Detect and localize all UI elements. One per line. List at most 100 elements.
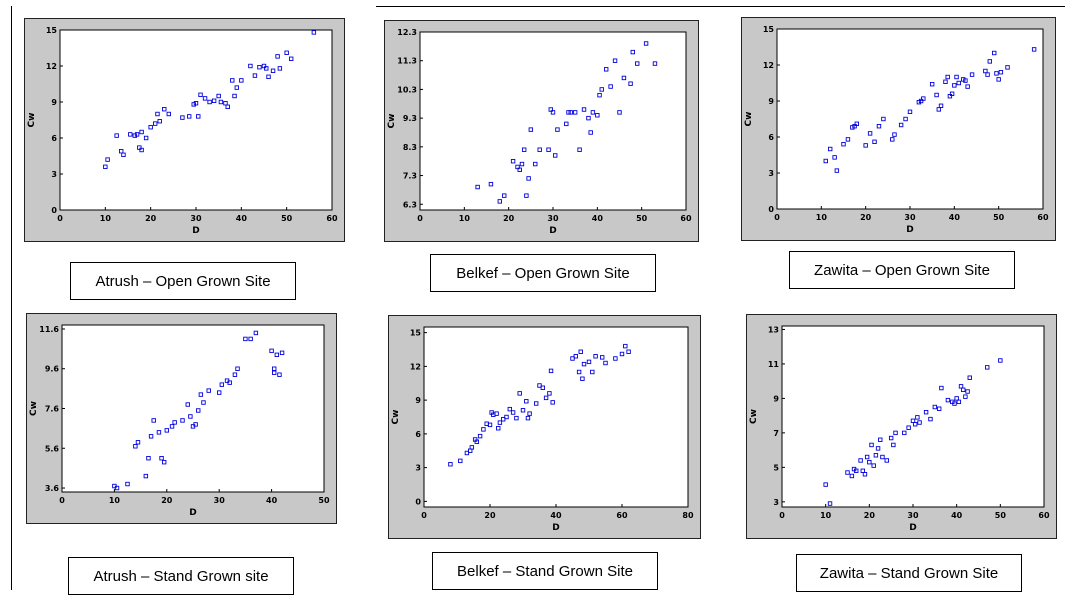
data-point xyxy=(448,462,453,467)
chart-panel-atrush-open: 0 10 20 30 40 50 60 0 3 6 9 12 15 D Cw xyxy=(24,18,345,242)
data-point xyxy=(915,415,920,420)
data-point xyxy=(652,61,658,66)
data-point xyxy=(832,155,837,160)
data-point xyxy=(464,450,470,456)
y-tick-label: 12.3 xyxy=(397,28,417,37)
data-point xyxy=(956,80,961,86)
data-point xyxy=(193,422,198,427)
y-tick-label: 7 xyxy=(773,429,779,438)
y-axis-label: Cw xyxy=(27,113,37,128)
x-axis-label: D xyxy=(192,226,199,236)
data-point xyxy=(599,355,605,360)
caption-atrush-stand: Atrush – Stand Grown site xyxy=(68,557,294,595)
data-point xyxy=(827,501,833,506)
data-point xyxy=(965,84,970,89)
data-point xyxy=(114,133,119,138)
data-point xyxy=(963,394,968,399)
y-tick-label: 6 xyxy=(51,134,57,143)
data-point xyxy=(135,440,141,445)
data-point xyxy=(248,63,253,69)
data-point xyxy=(599,87,604,92)
data-point xyxy=(198,392,204,397)
x-tick-label: 20 xyxy=(161,496,173,505)
data-point xyxy=(166,111,172,117)
data-point xyxy=(543,395,549,401)
y-tick-label: 9.3 xyxy=(403,114,417,123)
data-point xyxy=(576,369,582,375)
x-tick-label: 50 xyxy=(995,511,1007,520)
x-tick-label: 10 xyxy=(100,214,112,223)
frame-left-line xyxy=(11,6,12,590)
data-point xyxy=(613,356,618,361)
data-point xyxy=(227,380,232,385)
x-tick-label: 10 xyxy=(820,511,832,520)
data-point xyxy=(947,93,953,99)
data-point xyxy=(546,147,551,152)
data-point xyxy=(186,114,192,119)
data-point xyxy=(162,106,167,112)
data-point xyxy=(932,404,938,410)
data-point xyxy=(581,361,587,367)
data-point xyxy=(864,454,870,460)
data-point xyxy=(949,91,955,97)
x-tick-label: 60 xyxy=(1037,213,1049,222)
y-axis-label: Cw xyxy=(29,401,39,416)
plot-area xyxy=(61,324,325,493)
data-point xyxy=(519,161,525,167)
chart-panel-atrush-stand: 0 10 20 30 40 50 3.6 5.6 7.6 9.6 11.6 D Cw xyxy=(26,313,337,524)
x-tick-label: 50 xyxy=(636,214,648,223)
data-point xyxy=(862,472,868,477)
data-point xyxy=(277,372,282,377)
data-point xyxy=(566,110,571,115)
data-point xyxy=(938,103,944,109)
data-point xyxy=(873,453,879,458)
data-point xyxy=(572,110,578,115)
data-point xyxy=(952,83,957,88)
data-point xyxy=(266,74,271,79)
data-point xyxy=(185,402,190,407)
data-point xyxy=(590,110,596,115)
data-point xyxy=(945,74,950,80)
y-tick-label: 3 xyxy=(773,498,779,507)
data-point xyxy=(211,98,217,104)
data-point xyxy=(573,354,579,359)
data-point xyxy=(626,349,631,354)
data-point xyxy=(196,408,201,413)
x-tick-label: 10 xyxy=(459,214,471,223)
data-point xyxy=(961,387,966,392)
y-tick-label: 3 xyxy=(51,170,57,179)
scatter-plot: 0 20 40 60 80 0 3 6 9 12 15 D Cw xyxy=(391,326,694,533)
data-point xyxy=(1031,47,1037,52)
data-point xyxy=(963,78,968,83)
data-point xyxy=(500,417,506,422)
data-point xyxy=(954,74,959,80)
data-point xyxy=(985,365,990,370)
data-point xyxy=(850,125,855,130)
data-point xyxy=(270,68,276,73)
data-point xyxy=(180,115,185,120)
data-point xyxy=(156,430,162,435)
x-axis-label: D xyxy=(189,508,196,518)
data-point xyxy=(960,77,966,82)
data-point xyxy=(225,104,230,110)
x-tick-label: 0 xyxy=(774,213,780,222)
data-point xyxy=(881,116,886,122)
data-point xyxy=(202,96,208,101)
data-point xyxy=(520,408,526,413)
data-point xyxy=(893,430,898,436)
x-tick-label: 30 xyxy=(214,496,226,505)
data-point xyxy=(916,99,922,105)
y-tick-label: 7.6 xyxy=(45,405,60,414)
data-point xyxy=(118,148,124,154)
data-point xyxy=(114,485,120,491)
x-tick-label: 40 xyxy=(949,213,961,222)
y-tick-label: 15 xyxy=(763,25,775,34)
x-tick-label: 50 xyxy=(281,214,293,223)
y-tick-label: 13 xyxy=(768,325,779,334)
data-point xyxy=(134,132,140,137)
data-point xyxy=(232,372,238,377)
data-point xyxy=(196,114,201,119)
y-tick-label: 9 xyxy=(768,97,774,106)
y-tick-label: 0 xyxy=(415,497,421,506)
x-tick-label: 40 xyxy=(592,214,604,223)
